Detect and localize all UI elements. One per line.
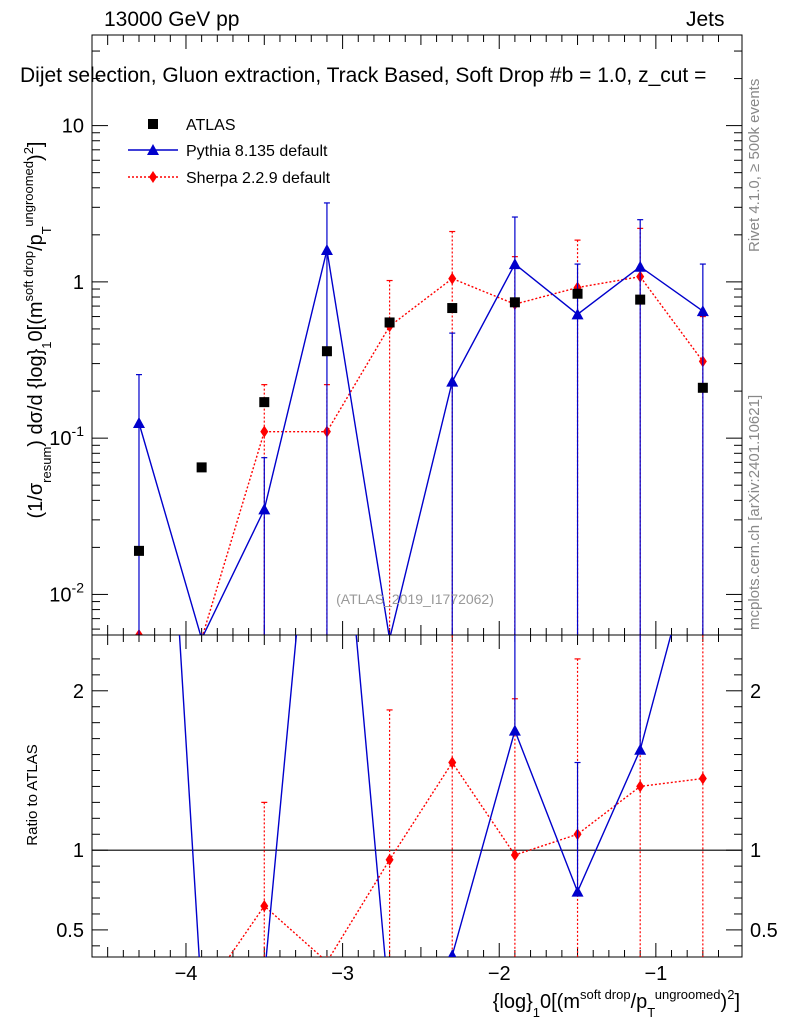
pythia-point — [388, 632, 391, 635]
pythia-point — [132, 417, 145, 429]
y-tick-label: 2 — [750, 681, 761, 703]
pythia-point — [200, 632, 203, 635]
y-tick-label: 0.5 — [56, 920, 84, 942]
legend: ATLAS Pythia 8.135 default Sherpa 2.2.9 de… — [128, 117, 331, 187]
legend-pythia-marker — [147, 144, 159, 155]
atlas-series — [133, 288, 708, 556]
pythia-line — [138, 249, 704, 635]
x-tick-label: −2 — [488, 963, 511, 985]
sherpa-ratio-point — [198, 991, 206, 1003]
ratio-panel: −4 −3 −2 −1 0.5 0.5 1 1 2 2 — [56, 634, 778, 1013]
sherpa-ratio-point — [326, 955, 328, 957]
pythia-point — [696, 305, 709, 317]
sherpa-point — [260, 425, 269, 438]
pythia-ratio-point — [571, 885, 584, 897]
main-panel: 10-2 10-1 1 10 — [49, 34, 743, 636]
pythia-ratio-line — [178, 635, 672, 957]
sherpa-series — [134, 227, 707, 635]
pythia-point — [258, 503, 271, 515]
pythia-series — [132, 202, 709, 635]
pythia-ratio-point — [634, 743, 647, 755]
atlas-point — [509, 297, 520, 308]
sherpa-line — [138, 275, 704, 635]
y-tick-label: 0.5 — [750, 920, 778, 942]
pythia-ratio-point — [258, 972, 270, 983]
atlas-point — [635, 294, 646, 305]
main-y-axis-label: (1/σresum) dσ/d {log}10[(msoft drop/pTun… — [21, 141, 54, 518]
atlas-point — [133, 545, 144, 556]
sherpa-ratio-point — [698, 772, 707, 785]
atlas-point — [697, 382, 708, 393]
header-right: Jets — [686, 8, 725, 31]
pythia-ratio-point — [196, 991, 208, 1002]
legend-pythia: Pythia 8.135 default — [186, 143, 328, 160]
pythia-point — [320, 243, 333, 255]
pythia-ratio-point — [384, 1002, 396, 1013]
y-tick-label: 10-2 — [49, 579, 84, 606]
atlas-point — [196, 462, 207, 473]
pythia-point — [634, 260, 647, 272]
pythia-point — [446, 375, 459, 387]
y-tick-label: 2 — [73, 681, 84, 703]
atlas-point — [321, 346, 332, 357]
atlas-point — [259, 397, 270, 408]
sherpa-ratio-point — [385, 853, 394, 866]
x-tick-label: −3 — [331, 963, 354, 985]
legend-sherpa: Sherpa 2.2.9 default — [186, 170, 331, 187]
sherpa-point — [448, 272, 457, 285]
watermark: (ATLAS_2019_I1772062) — [336, 591, 494, 607]
atlas-point — [384, 317, 395, 328]
ratio-y-axis-label: Ratio to ATLAS — [24, 744, 41, 845]
legend-sherpa-marker — [149, 171, 157, 183]
sherpa-ratio-point — [448, 756, 457, 769]
sherpa-ratio-point — [510, 848, 519, 861]
x-tick-label: −1 — [644, 963, 667, 985]
sherpa-ratio-point — [135, 957, 143, 969]
sherpa-ratio-point — [260, 899, 269, 912]
y-tick-label: 1 — [73, 840, 84, 862]
atlas-point — [572, 288, 583, 299]
y-tick-label: 10 — [62, 116, 84, 138]
plot-title: Dijet selection, Gluon extraction, Track… — [20, 64, 707, 87]
x-axis-label: {log}10[(msoft drop/pTungroomed)2] — [493, 987, 740, 1020]
sherpa-ratio-line — [228, 761, 703, 957]
legend-atlas-marker — [148, 119, 158, 129]
y-tick-label: 1 — [750, 840, 761, 862]
legend-atlas: ATLAS — [186, 117, 236, 134]
pythia-ratio-series — [178, 635, 672, 1013]
pythia-ratio-point — [508, 724, 521, 736]
pythia-ratio-point — [448, 949, 457, 957]
pythia-point — [508, 258, 521, 270]
sherpa-ratio-series — [135, 635, 707, 1003]
ratio-frame — [91, 634, 743, 958]
x-tick-label: −4 — [175, 963, 198, 985]
pythia-point — [571, 308, 584, 320]
sherpa-ratio-point — [636, 780, 645, 793]
y-tick-label: 1 — [73, 272, 84, 294]
atlas-point — [447, 303, 458, 314]
y-tick-label: 10-1 — [49, 423, 84, 450]
header-left: 13000 GeV pp — [104, 8, 240, 31]
